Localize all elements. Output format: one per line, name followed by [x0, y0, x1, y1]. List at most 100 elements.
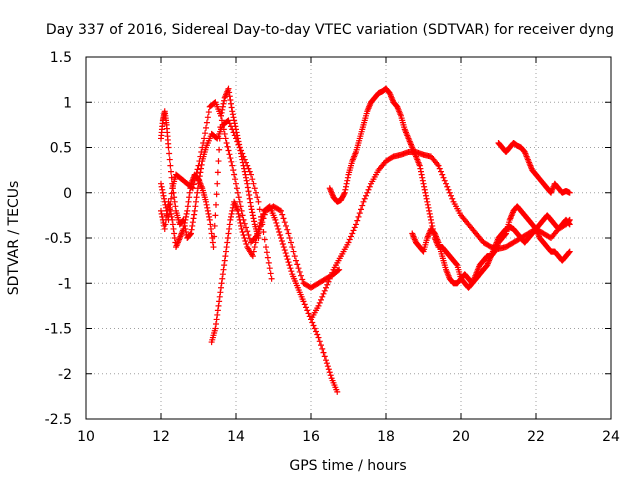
data-point — [163, 212, 170, 219]
data-point — [166, 201, 173, 208]
data-point — [227, 96, 234, 103]
data-point — [220, 100, 227, 107]
data-point — [225, 117, 232, 124]
data-point — [218, 280, 225, 287]
data-point — [180, 225, 187, 232]
data-point — [279, 241, 286, 248]
data-point — [251, 218, 258, 225]
data-point — [218, 109, 225, 116]
data-point — [444, 183, 451, 190]
data-point — [212, 325, 219, 332]
data-point — [158, 210, 165, 217]
plot-frame — [85, 56, 612, 420]
data-point — [354, 217, 361, 224]
data-point — [213, 320, 219, 327]
data-point — [249, 212, 256, 219]
data-point — [316, 338, 323, 345]
data-point — [250, 215, 257, 222]
data-point — [319, 293, 326, 300]
data-point — [280, 215, 287, 222]
data-point — [236, 141, 243, 148]
data-point — [228, 104, 235, 111]
data-point — [166, 150, 173, 157]
data-point — [353, 221, 359, 228]
data-point — [232, 123, 239, 130]
data-point — [226, 93, 233, 100]
data-point — [278, 207, 284, 214]
data-point — [171, 230, 178, 237]
data-point — [168, 210, 174, 217]
data-point — [351, 224, 358, 231]
data-point — [348, 233, 354, 240]
data-point — [282, 250, 289, 257]
data-point — [281, 247, 288, 254]
data-point — [234, 189, 241, 196]
data-point — [245, 188, 252, 195]
data-point — [219, 275, 226, 282]
data-point — [226, 151, 233, 158]
data-point — [296, 268, 303, 275]
data-point — [422, 189, 429, 196]
data-point — [343, 180, 350, 187]
x-tick-label: 10 — [77, 429, 95, 445]
data-point — [241, 220, 248, 227]
data-point — [204, 114, 211, 121]
data-point — [346, 236, 353, 243]
data-point — [326, 275, 333, 282]
data-point — [214, 311, 221, 318]
data-point — [426, 210, 433, 217]
data-point — [228, 213, 234, 220]
data-point — [260, 210, 267, 217]
data-point — [329, 269, 336, 276]
data-point — [216, 293, 223, 300]
x-axis-label: GPS time / hours — [289, 458, 406, 474]
data-point — [324, 363, 331, 370]
data-point — [190, 215, 197, 222]
data-point — [236, 144, 243, 151]
data-point — [225, 230, 232, 237]
data-point — [169, 221, 176, 228]
data-point — [303, 304, 309, 311]
data-point — [315, 334, 322, 341]
data-point — [305, 310, 312, 317]
data-point — [188, 230, 194, 237]
data-point — [226, 225, 233, 232]
data-point — [185, 198, 192, 205]
y-tick-label: -1.5 — [45, 322, 72, 338]
data-point — [187, 231, 194, 238]
data-point — [239, 156, 246, 163]
data-point — [341, 189, 348, 196]
data-point — [214, 180, 221, 187]
data-point — [197, 169, 204, 176]
data-point — [248, 206, 255, 213]
data-point — [276, 207, 283, 214]
data-point — [171, 194, 178, 201]
data-point — [243, 177, 250, 184]
data-point — [416, 162, 423, 169]
data-point — [223, 139, 230, 146]
data-point — [418, 171, 425, 178]
data-point — [216, 298, 223, 305]
data-point — [249, 176, 256, 183]
data-point — [417, 165, 424, 172]
data-point — [218, 284, 224, 291]
data-point — [229, 111, 236, 118]
data-point — [419, 174, 426, 181]
data-point — [361, 195, 368, 202]
data-point — [258, 216, 265, 223]
data-point — [236, 216, 243, 223]
data-point — [223, 248, 229, 255]
data-point — [237, 147, 244, 154]
data-point — [277, 231, 284, 238]
data-point — [216, 146, 223, 153]
y-tick-label: -0.5 — [45, 231, 72, 247]
data-point — [276, 228, 283, 235]
data-point — [281, 219, 288, 226]
data-point — [165, 198, 172, 205]
data-point — [423, 192, 429, 199]
data-points — [158, 85, 573, 395]
data-point — [221, 262, 228, 269]
data-point — [168, 195, 174, 202]
data-point — [205, 109, 212, 116]
x-tick-label: 12 — [152, 429, 170, 445]
